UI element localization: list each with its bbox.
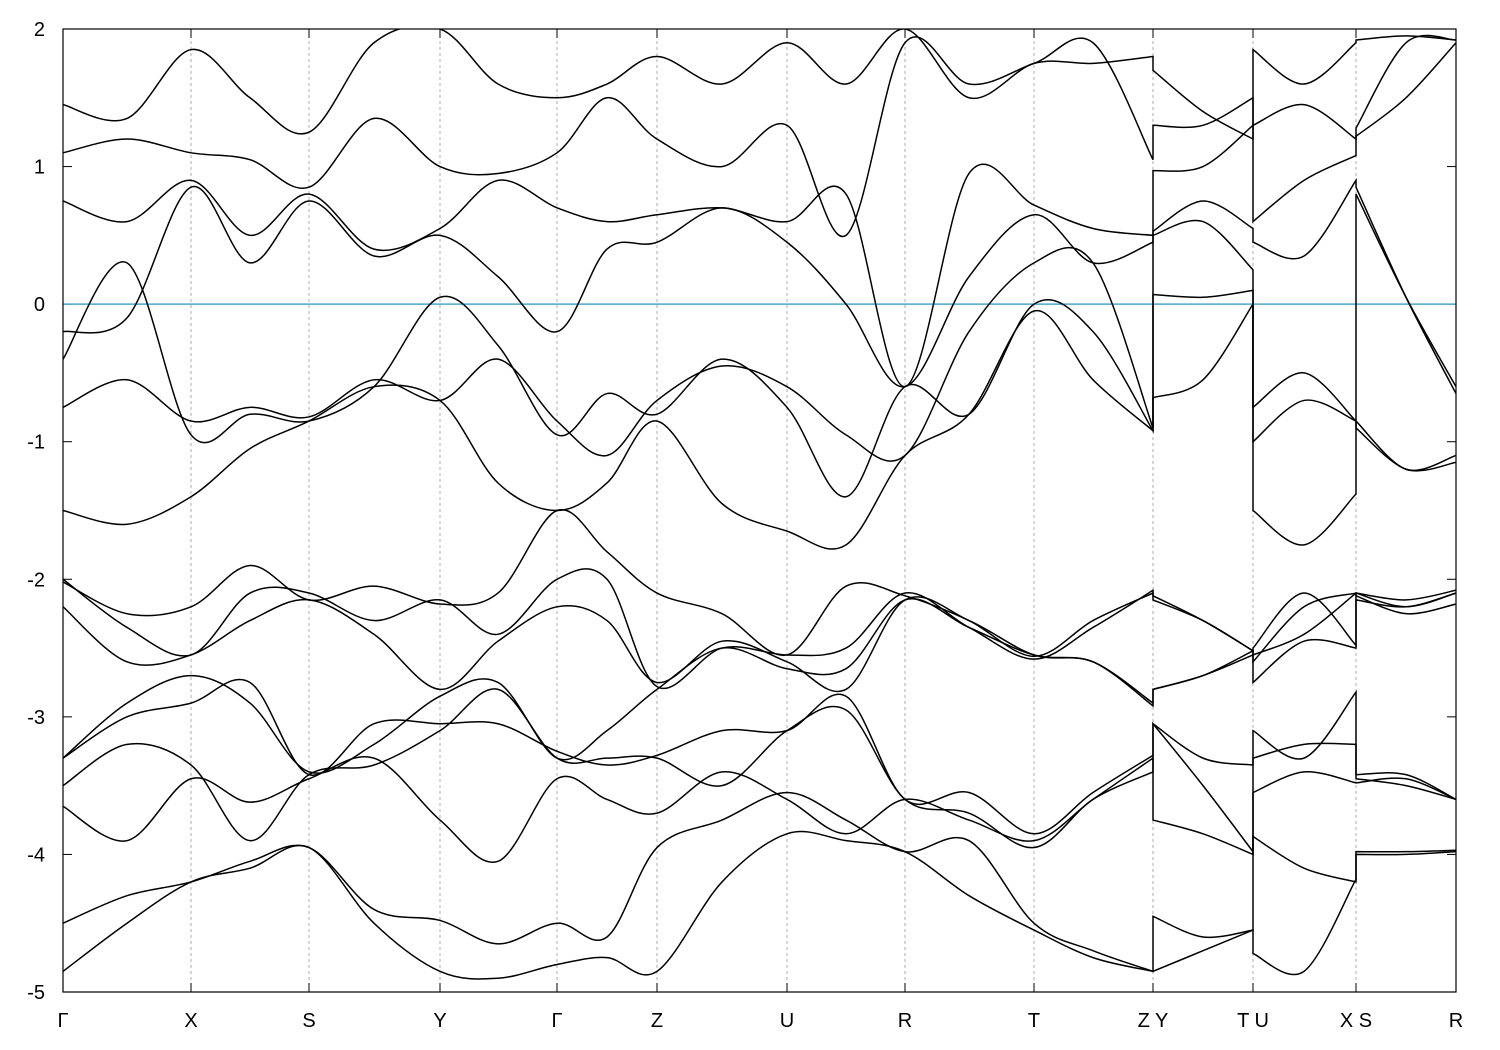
y-tick-label: 1	[34, 157, 45, 179]
band-line	[63, 246, 1456, 472]
band-line	[63, 29, 1456, 141]
band-line	[63, 568, 1456, 690]
x-tick-label: T	[1028, 1010, 1040, 1032]
y-tick-label: -1	[27, 432, 45, 454]
x-tick-label: Γ	[57, 1010, 68, 1032]
x-tick-label: Z	[651, 1010, 663, 1032]
y-tick-label: -2	[27, 569, 45, 591]
bands	[63, 29, 1456, 980]
x-tick-label: R	[1449, 1010, 1463, 1032]
band-line	[63, 592, 1456, 708]
y-tick-label: 0	[34, 294, 45, 316]
band-line	[63, 193, 1456, 498]
y-tick-label: -4	[27, 844, 45, 866]
x-tick-label: Γ	[551, 1010, 562, 1032]
labels: 2 1 0 -1 -2 -3 -4 -5 Γ X S Y Γ Z U R T Z Y T U X S R	[27, 19, 1463, 1032]
x-tick-label: S	[302, 1010, 315, 1032]
x-tick-label: R	[898, 1010, 912, 1032]
band-line	[63, 592, 1456, 774]
band-line	[63, 688, 1456, 854]
x-tick-label: U	[780, 1010, 794, 1032]
band-line	[63, 791, 1456, 973]
band-line	[63, 34, 1456, 238]
band-line	[63, 508, 1456, 658]
x-tick-label: Y	[433, 1010, 446, 1032]
x-tick-label: X	[184, 1010, 197, 1032]
y-tick-label: -5	[27, 982, 45, 1004]
x-tick-label: T U	[1237, 1010, 1269, 1032]
band-line	[63, 42, 1456, 388]
band-line	[63, 678, 1456, 835]
band-line	[63, 301, 1456, 550]
y-tick-label: 2	[34, 19, 45, 41]
band-line	[63, 756, 1456, 864]
plot-frame	[62, 28, 1457, 993]
band-line	[63, 830, 1456, 980]
y-tick-label: -3	[27, 707, 45, 729]
x-tick-label: Z Y	[1138, 1010, 1169, 1032]
band-line	[63, 177, 1456, 394]
x-tick-label: X S	[1340, 1010, 1372, 1032]
